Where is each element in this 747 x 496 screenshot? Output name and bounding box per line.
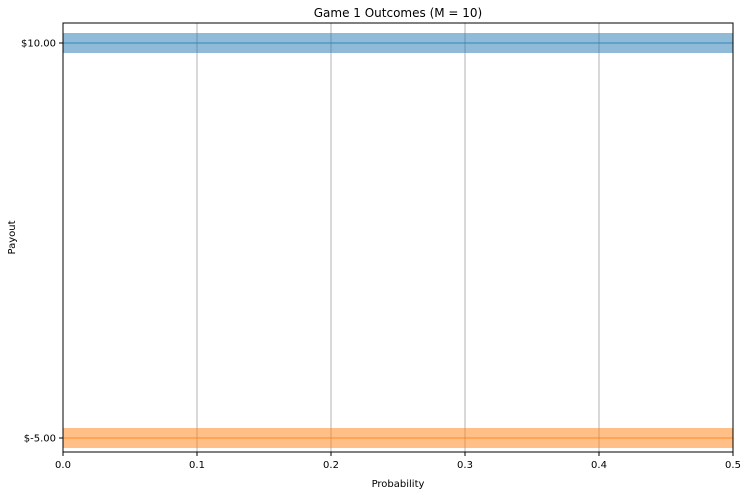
x-tick-label: 0.5 — [725, 460, 741, 471]
x-tick-label: 0.0 — [55, 460, 71, 471]
x-tick-label: 0.2 — [323, 460, 339, 471]
x-tick-label: 0.1 — [189, 460, 205, 471]
x-axis-title: Probability — [372, 479, 425, 490]
bars — [63, 33, 733, 448]
y-tick-label: $-5.00 — [24, 434, 56, 445]
x-tick-label: 0.4 — [591, 460, 607, 471]
chart-title: Game 1 Outcomes (M = 10) — [314, 6, 483, 20]
plot-area-frame — [62, 22, 734, 453]
y-axis-ticks: $10.00 $-5.00 — [21, 39, 63, 445]
x-tick-label: 0.3 — [457, 460, 473, 471]
y-tick-label: $10.00 — [21, 39, 56, 50]
y-axis-title: Payout — [7, 220, 18, 254]
grid-lines — [62, 23, 734, 452]
x-axis-ticks: 0.0 0.1 0.2 0.3 0.4 0.5 — [55, 452, 741, 471]
